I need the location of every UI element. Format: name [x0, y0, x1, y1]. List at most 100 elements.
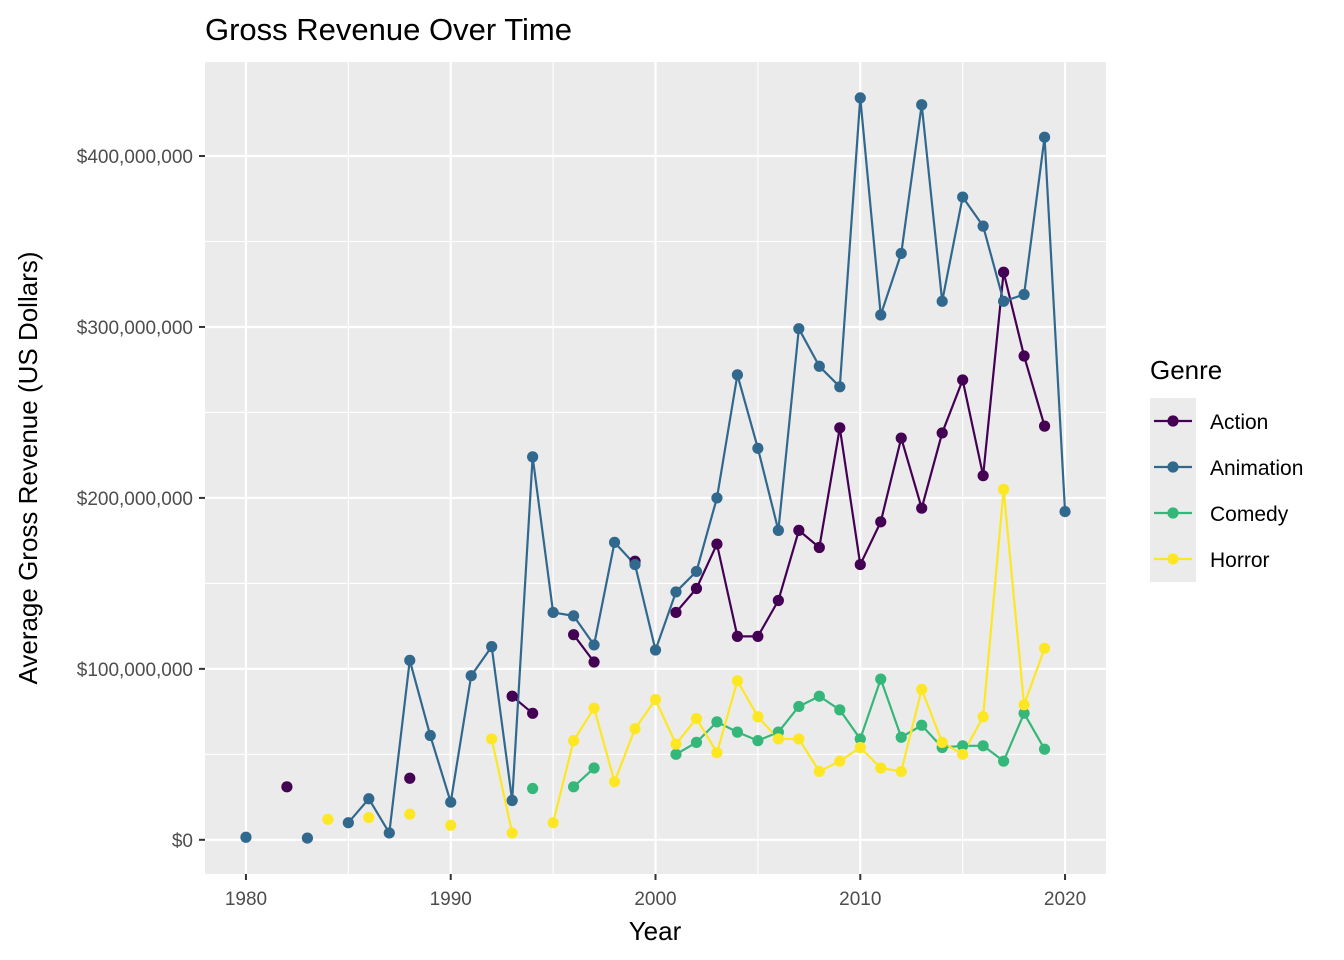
- animation-point: [465, 670, 477, 682]
- action-line-segment: [1022, 354, 1046, 428]
- animation-line-segment: [654, 590, 678, 652]
- comedy-point: [916, 719, 928, 731]
- comedy-point: [875, 673, 887, 685]
- animation-line-segment: [511, 455, 534, 802]
- horror-point: [629, 723, 641, 735]
- horror-point: [567, 735, 580, 747]
- horror-point: [486, 733, 498, 745]
- legend: Genre Action Animation Comedy Horror: [1150, 355, 1303, 582]
- action-line-segment: [715, 542, 739, 638]
- horror-line-segment: [797, 737, 821, 773]
- animation-point: [772, 524, 784, 536]
- animation-point: [752, 442, 764, 454]
- animation-point: [649, 644, 662, 656]
- comedy-point: [1038, 743, 1051, 755]
- comedy-point: [957, 740, 969, 752]
- animation-line-segment: [879, 252, 903, 317]
- animation-line-segment: [961, 195, 985, 228]
- action-line-segment: [920, 431, 944, 510]
- action-line-segment: [941, 378, 964, 435]
- comedy-line-segment: [1002, 712, 1026, 763]
- animation-point: [1038, 131, 1051, 143]
- action-line-segment: [1002, 271, 1026, 358]
- x-axis-ticks: 1980 1990 2000 2010 2020: [225, 874, 1086, 910]
- animation-line-segment: [715, 373, 739, 500]
- action-point: [588, 656, 600, 668]
- legend-item-comedy: Comedy: [1154, 503, 1289, 526]
- action-point: [731, 630, 744, 642]
- comedy-point: [731, 726, 744, 738]
- horror-point: [547, 817, 559, 829]
- horror-point: [608, 776, 621, 788]
- horror-line-segment: [1022, 647, 1046, 706]
- animation-line-segment: [838, 96, 862, 388]
- horror-line-segment: [982, 488, 1005, 718]
- horror-point: [977, 711, 989, 723]
- action-line-segment: [695, 542, 719, 590]
- horror-point: [793, 733, 805, 745]
- animation-point: [690, 565, 703, 578]
- animation-point: [404, 654, 416, 666]
- comedy-point: [854, 733, 866, 745]
- legend-item-horror: Horror: [1154, 549, 1270, 572]
- horror-line-segment: [633, 698, 657, 730]
- animation-line-segment: [388, 659, 411, 835]
- horror-point: [936, 736, 948, 748]
- action-line-segment: [961, 378, 985, 477]
- comedy-line-segment: [1022, 712, 1046, 751]
- animation-line-segment: [633, 563, 657, 652]
- horror-point: [588, 702, 600, 714]
- animation-point: [424, 729, 436, 742]
- action-line-segment: [838, 426, 862, 566]
- animation-line-segment: [736, 373, 759, 450]
- animation-point: [916, 99, 928, 111]
- animation-point: [1059, 505, 1071, 518]
- action-line-segment: [859, 520, 882, 566]
- animation-line-segment: [1022, 136, 1046, 296]
- horror-line-segment: [490, 737, 514, 835]
- horror-point: [690, 712, 703, 725]
- legend-key-point: [1167, 415, 1179, 427]
- comedy-point: [588, 762, 600, 774]
- horror-line-segment: [613, 727, 637, 783]
- animation-line-segment: [572, 614, 596, 647]
- action-point: [670, 606, 682, 619]
- action-point: [527, 707, 539, 719]
- animation-point: [957, 191, 969, 203]
- animation-line-segment: [941, 195, 964, 303]
- series-lines: [347, 96, 1067, 835]
- horror-point: [670, 738, 682, 750]
- animation-line-segment: [797, 327, 821, 368]
- animation-point: [977, 220, 989, 232]
- action-point: [957, 374, 969, 386]
- horror-point: [711, 747, 723, 759]
- animation-point: [342, 817, 354, 829]
- horror-point: [1018, 699, 1030, 711]
- action-line-segment: [982, 271, 1005, 477]
- animation-line-segment: [695, 496, 719, 573]
- comedy-point: [711, 716, 723, 728]
- animation-point: [486, 641, 498, 653]
- animation-point: [834, 381, 846, 393]
- comedy-point: [977, 740, 989, 752]
- animation-line-segment: [1043, 136, 1067, 513]
- comedy-line-segment: [879, 678, 903, 739]
- animation-line-segment: [756, 447, 780, 532]
- horror-point: [404, 808, 416, 820]
- animation-line-segment: [592, 541, 616, 647]
- action-line-segment: [900, 436, 923, 510]
- comedy-point: [895, 731, 907, 743]
- comedy-line-segment: [838, 708, 862, 741]
- action-line-segment: [777, 529, 800, 602]
- action-line-segment: [818, 426, 841, 549]
- animation-point: [875, 309, 887, 321]
- horror-point: [957, 748, 969, 760]
- series-points: [240, 92, 1071, 844]
- animation-point: [608, 536, 621, 548]
- animation-point: [588, 639, 600, 651]
- action-point: [1018, 350, 1030, 362]
- action-point: [834, 422, 846, 434]
- animation-point: [567, 610, 580, 622]
- legend-key-point: [1167, 461, 1179, 473]
- action-point: [895, 432, 907, 444]
